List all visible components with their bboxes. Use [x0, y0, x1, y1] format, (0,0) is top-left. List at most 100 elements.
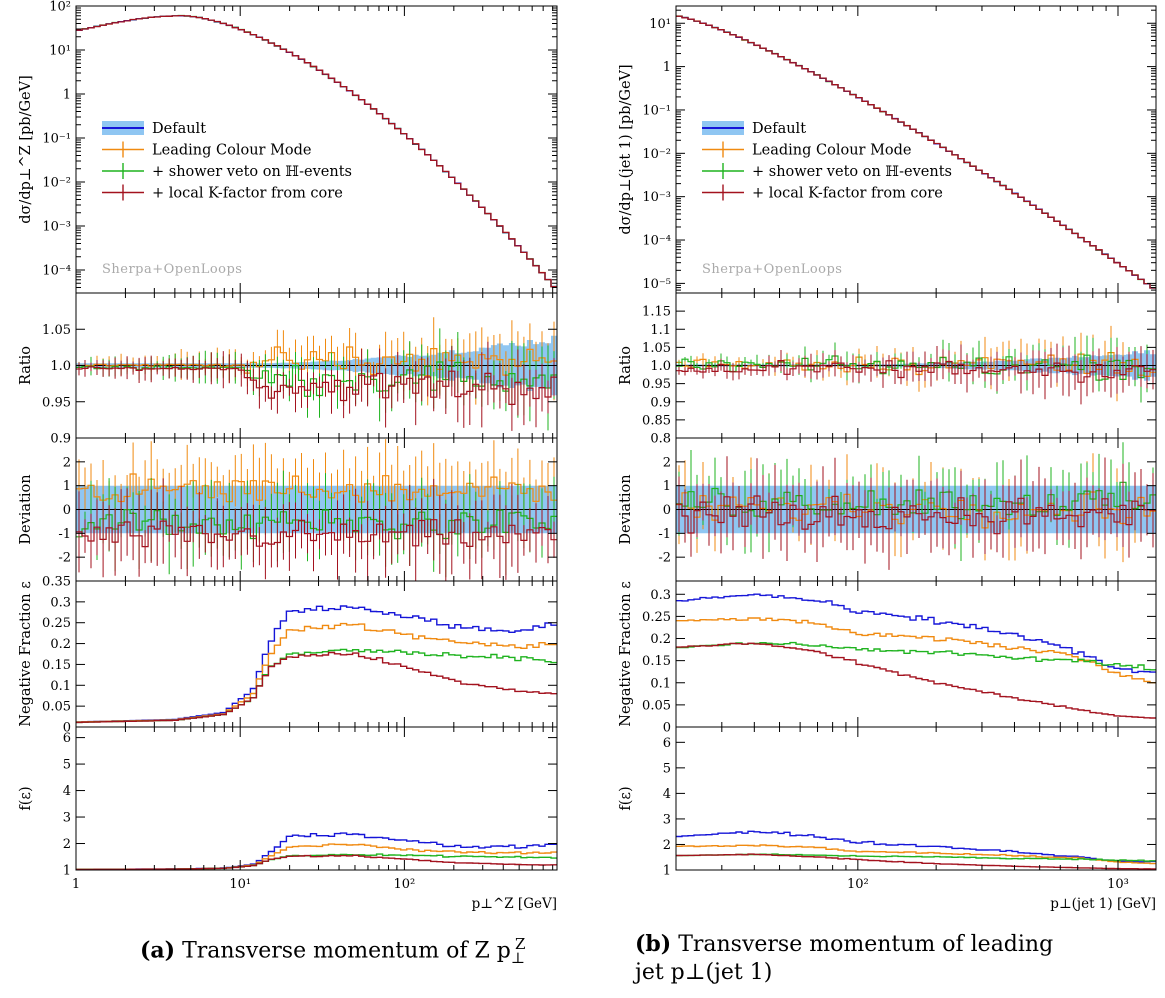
series-lk-feps [76, 854, 557, 870]
plot-area [76, 832, 557, 870]
series-lcm-line [76, 15, 557, 288]
y-tick-label: 4 [63, 784, 71, 799]
y-tick-label: 1 [663, 864, 671, 879]
series-lk-negfrac [76, 651, 557, 724]
y-tick-label: 0.35 [42, 575, 71, 590]
y-tick-label: 3 [663, 812, 671, 827]
series-lk-negfrac [676, 642, 1156, 719]
series-lk-errors [78, 478, 555, 581]
y-tick-label: 0 [663, 721, 671, 736]
y-tick-label: 1 [63, 479, 71, 494]
y-axis-label: Deviation [618, 474, 634, 544]
plot-area [76, 317, 557, 431]
panel-feps-a: 6 5 4 3 2 1 f(ε) [18, 726, 558, 879]
y-tick-label: 0.05 [642, 698, 671, 713]
y-tick-label: 0.1 [650, 676, 671, 691]
y-tick-label: 0.8 [650, 432, 671, 447]
y-tick-label: 0.9 [50, 432, 71, 447]
series-veto-ratio [76, 361, 557, 397]
x-tick-label: 10³ [1107, 877, 1129, 892]
y-axis-label: f(ε) [18, 786, 34, 810]
x-tick-label: 10¹ [229, 877, 251, 892]
y-tick-label: 0.95 [42, 395, 71, 410]
legend-default-label: Default [152, 121, 206, 137]
y-axis-label: Ratio [18, 346, 34, 385]
y-tick-label: 4 [663, 787, 671, 802]
y-tick-label: 0.3 [50, 595, 71, 610]
y-tick-label: 0.2 [650, 632, 671, 647]
panel-ratio-b: 1.15 1.1 1.05 1.0 0.95 0.9 0.85 0.8 Ratio [618, 292, 1157, 447]
series-lcm-feps [676, 844, 1156, 865]
y-tick-label: 2 [663, 455, 671, 470]
legend: Default Leading Colour Mode + shower veto … [102, 121, 352, 202]
y-tick-label: 1 [63, 87, 71, 102]
x-tick-label: 1 [72, 877, 80, 892]
y-tick-label: 2 [63, 837, 71, 852]
panel-dev-b: 2 1 0 -1 -2 Deviation [618, 437, 1157, 582]
x-tick-label: 10² [394, 877, 416, 892]
plot-area [676, 325, 1156, 405]
legend-default-label: Default [752, 121, 806, 137]
y-tick-label: 10⁻³ [42, 219, 71, 234]
series-lk-line [76, 14, 557, 288]
y-tick-label: 6 [663, 736, 671, 751]
y-tick-label: 0.15 [642, 654, 671, 669]
y-tick-label: 10⁻¹ [42, 131, 71, 146]
y-tick-label: 10⁻⁴ [42, 263, 71, 278]
y-tick-label: -1 [658, 527, 671, 542]
y-tick-label: 1.0 [50, 359, 71, 374]
y-axis-label: Negative Fraction ε [618, 581, 634, 726]
y-tick-label: 0 [63, 721, 71, 736]
series-lk-errors [78, 341, 555, 431]
panel-frame [75, 726, 558, 871]
plot-area [676, 15, 1156, 289]
y-tick-label: 0.2 [50, 637, 71, 652]
series-lk-feps [676, 853, 1156, 870]
y-tick-label: -2 [658, 551, 671, 566]
y-tick-label: 6 [63, 731, 71, 746]
panel-ratio-a: 1.05 1.0 0.95 0.9 Ratio [18, 292, 558, 447]
plot-area [76, 14, 557, 288]
y-tick-label: 10⁻⁴ [642, 234, 671, 249]
series-lk-ratio [676, 360, 1156, 383]
panel-main-b: Default Leading Colour Mode + shower veto … [618, 5, 1157, 294]
y-tick-label: 5 [63, 758, 71, 773]
y-tick-label: 5 [663, 761, 671, 776]
plot-area [676, 830, 1156, 870]
watermark-label: Sherpa+OpenLoops [102, 262, 242, 277]
watermark-label: Sherpa+OpenLoops [702, 262, 842, 277]
panel-frame [75, 5, 558, 294]
y-axis-label: Deviation [18, 474, 34, 544]
chart-a: Default Leading Colour Mode + shower veto … [18, 0, 558, 912]
plot-area [76, 439, 557, 581]
y-tick-label: 1.15 [642, 305, 671, 320]
legend: Default Leading Colour Mode + shower veto … [702, 121, 952, 202]
series-lcm-negfrac [76, 622, 557, 723]
legend-lcm-label: Leading Colour Mode [752, 143, 912, 159]
y-tick-label: 3 [63, 811, 71, 826]
series-lcm-line [676, 15, 1156, 289]
plot-area [76, 605, 557, 724]
y-axis-label: dσ/dp⊥(jet 1) [pb/GeV] [618, 64, 634, 234]
y-tick-label: 1.0 [650, 359, 671, 374]
y-tick-label: 10² [49, 0, 71, 15]
panel-feps-b: 6 5 4 3 2 1 f(ε) [618, 726, 1157, 879]
y-tick-label: -2 [58, 551, 71, 566]
y-tick-label: 1 [663, 479, 671, 494]
y-tick-label: 1 [63, 864, 71, 879]
series-veto-line [676, 15, 1156, 289]
plot-area [676, 593, 1156, 719]
series-lcm-negfrac [676, 617, 1156, 684]
y-tick-label: 0 [663, 503, 671, 518]
y-tick-label: 0.25 [642, 610, 671, 625]
y-tick-label: 0.9 [650, 395, 671, 410]
panel-frame [675, 726, 1157, 871]
legend-veto-label: + shower veto on ℍ-events [752, 164, 952, 180]
y-axis-label: dσ/dp⊥^Z [pb/GeV] [18, 75, 34, 224]
y-tick-label: 2 [663, 838, 671, 853]
series-veto-line [76, 14, 557, 288]
y-tick-label: 1.05 [642, 341, 671, 356]
legend-lcm-label: Leading Colour Mode [152, 143, 312, 159]
chart-b: Default Leading Colour Mode + shower veto … [618, 5, 1157, 912]
